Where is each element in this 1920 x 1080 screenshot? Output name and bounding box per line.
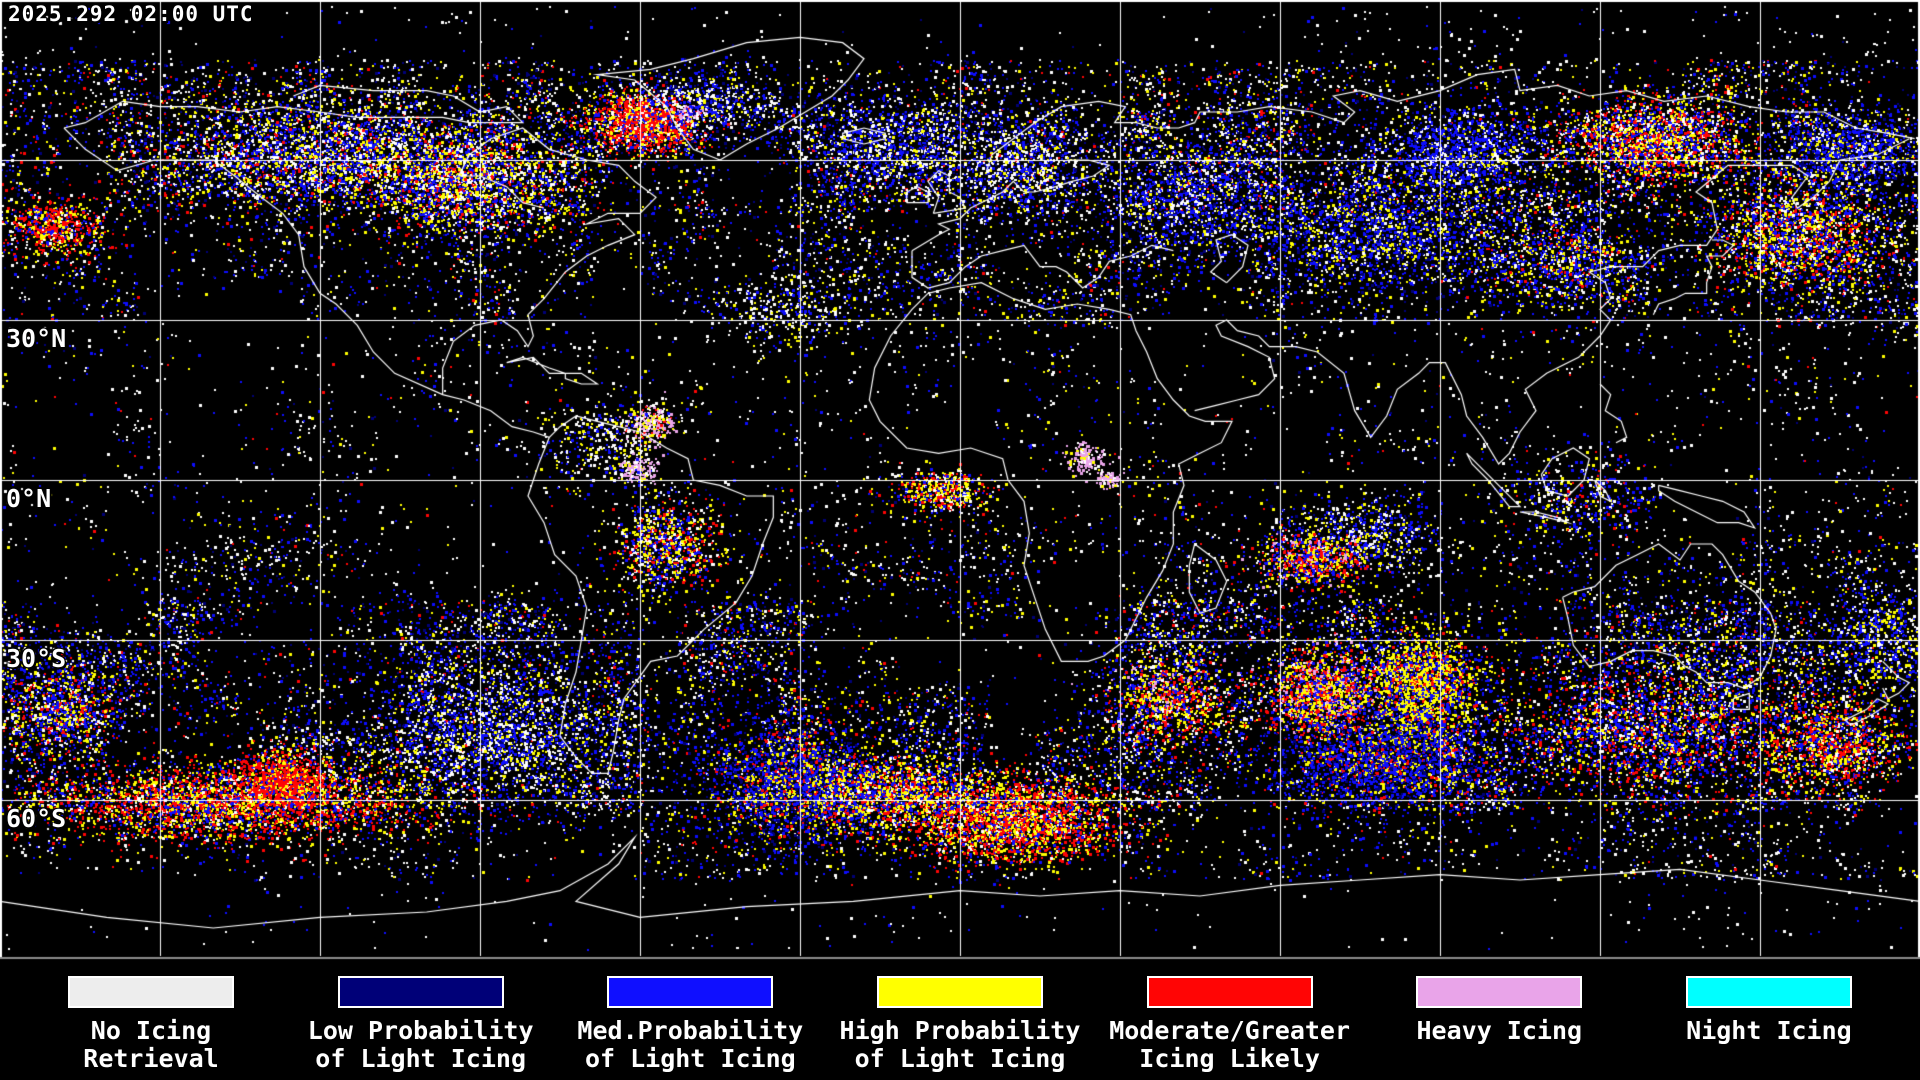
legend-label: Night Icing xyxy=(1686,1017,1852,1045)
legend-swatch xyxy=(607,976,774,1008)
legend-label-line: Med.Probability xyxy=(577,1016,804,1045)
map-area: 2025.292 02:00 UTC 30°N 0°N 30°S 60°S xyxy=(0,0,1920,960)
legend-label-line: of Light Icing xyxy=(854,1044,1066,1073)
legend-label: Med.Probability of Light Icing xyxy=(577,1017,803,1073)
legend-label-line: of Light Icing xyxy=(315,1044,527,1073)
legend-label-line: No Icing xyxy=(90,1016,212,1045)
legend-label-line: of Light Icing xyxy=(584,1044,796,1073)
icing-map-canvas xyxy=(0,0,1920,960)
legend-label-line: Icing Likely xyxy=(1139,1044,1320,1073)
legend-label-line: Moderate/Greater xyxy=(1109,1016,1351,1045)
legend-label: Heavy Icing xyxy=(1416,1017,1582,1045)
timestamp: 2025.292 02:00 UTC xyxy=(8,2,254,26)
latitude-label: 30°N xyxy=(6,324,67,353)
legend-bar: No Icing Retrieval Low Probability of Ligh… xyxy=(0,960,1920,1080)
legend-swatch xyxy=(876,976,1043,1008)
legend-item-high-prob-light-icing: High Probability of Light Icing xyxy=(829,976,1091,1080)
latitude-label: 0°N xyxy=(6,484,52,513)
latitude-label: 30°S xyxy=(6,644,67,673)
legend-item-no-icing-retrieval: No Icing Retrieval xyxy=(20,976,282,1080)
legend-swatch xyxy=(337,976,504,1008)
legend-swatch xyxy=(1416,976,1583,1008)
legend-label: No Icing Retrieval xyxy=(83,1017,218,1073)
legend-label: Moderate/Greater Icing Likely xyxy=(1109,1017,1350,1073)
legend-swatch xyxy=(68,976,234,1008)
legend-label: High Probability of Light Icing xyxy=(840,1017,1081,1073)
legend-label-line: High Probability xyxy=(839,1016,1081,1045)
legend-label-line: Heavy Icing xyxy=(1416,1016,1583,1045)
legend-label: Low Probability of Light Icing xyxy=(308,1017,534,1073)
legend-label-line: Retrieval xyxy=(83,1044,219,1073)
latitude-label: 60°S xyxy=(6,804,67,833)
legend-item-heavy-icing: Heavy Icing xyxy=(1368,976,1630,1080)
legend-item-moderate-greater-icing: Moderate/Greater Icing Likely xyxy=(1099,976,1361,1080)
legend-item-med-prob-light-icing: Med.Probability of Light Icing xyxy=(559,976,821,1080)
legend-item-night-icing: Night Icing xyxy=(1638,976,1900,1080)
legend-item-low-prob-light-icing: Low Probability of Light Icing xyxy=(290,976,552,1080)
legend-label-line: Low Probability xyxy=(307,1016,534,1045)
legend-swatch xyxy=(1685,976,1852,1008)
legend-label-line: Night Icing xyxy=(1686,1016,1852,1045)
legend-swatch xyxy=(1146,976,1313,1008)
